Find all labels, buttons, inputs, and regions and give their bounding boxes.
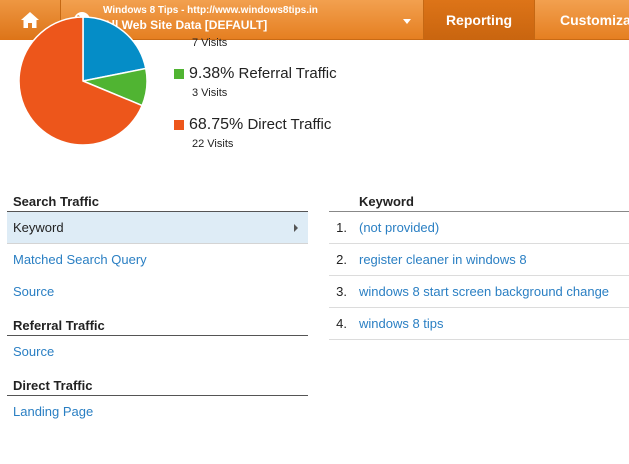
legend-visits-referral: 3 Visits <box>192 87 228 99</box>
chevron-down-icon[interactable] <box>403 19 411 24</box>
section-title-direct-traffic: Direct Traffic <box>7 374 308 396</box>
pie-slice-search-traffic[interactable] <box>82 16 147 82</box>
account-property-name: Windows 8 Tips - http://www.windows8tips… <box>103 5 318 16</box>
top-bar: Windows 8 Tips - http://www.windows8tips… <box>0 0 629 40</box>
legend-label-direct: Direct Traffic <box>247 116 332 133</box>
legend-search-visits: 7 Visits <box>192 37 228 49</box>
keyword-column-header: Keyword <box>329 190 629 212</box>
nav-item-label: Keyword <box>13 220 64 235</box>
pie-slice-direct-traffic[interactable] <box>18 16 144 146</box>
nav-item-referral-source[interactable]: Source <box>13 344 55 359</box>
nav-item-keyword[interactable]: Keyword <box>7 212 308 244</box>
section-title-search-traffic: Search Traffic <box>7 190 308 212</box>
tab-reporting[interactable]: Reporting <box>423 0 535 40</box>
tab-customization[interactable]: Customizat <box>560 12 629 28</box>
legend-percent-referral: 9.38% <box>189 65 235 82</box>
table-row: 1. (not provided) <box>329 212 629 244</box>
table-row: 3. windows 8 start screen background cha… <box>329 276 629 308</box>
keyword-link[interactable]: windows 8 tips <box>359 316 444 331</box>
row-number: 2. <box>336 252 347 267</box>
traffic-pie-chart <box>18 16 148 146</box>
chevron-right-icon <box>294 224 298 232</box>
row-number: 4. <box>336 316 347 331</box>
home-icon <box>21 12 39 28</box>
table-row: 4. windows 8 tips <box>329 308 629 340</box>
row-number: 3. <box>336 284 347 299</box>
nav-item-matched-search-query[interactable]: Matched Search Query <box>13 252 147 267</box>
legend-swatch-referral <box>174 68 184 79</box>
account-profile-name: All Web Site Data [DEFAULT] <box>103 18 268 32</box>
keyword-link[interactable]: register cleaner in windows 8 <box>359 252 527 267</box>
legend-item-referral: 9.38% Referral Traffic 3 Visits <box>174 65 337 99</box>
nav-item-landing-page[interactable]: Landing Page <box>13 404 94 419</box>
legend-label-referral: Referral Traffic <box>238 65 337 82</box>
row-number: 1. <box>336 220 347 235</box>
legend-swatch-direct <box>174 119 184 130</box>
keyword-link[interactable]: (not provided) <box>359 220 440 235</box>
legend-percent-direct: 68.75% <box>189 116 244 133</box>
legend-visits-direct: 22 Visits <box>192 138 234 150</box>
traffic-source-nav: Search Traffic Keyword Matched Search Qu… <box>7 190 308 428</box>
legend-item-direct: 68.75% Direct Traffic 22 Visits <box>174 116 332 150</box>
table-row: 2. register cleaner in windows 8 <box>329 244 629 276</box>
nav-item-search-source[interactable]: Source <box>13 284 55 299</box>
keyword-link[interactable]: windows 8 start screen background change <box>359 284 610 299</box>
section-title-referral-traffic: Referral Traffic <box>7 314 308 336</box>
keyword-table: Keyword 1. (not provided) 2. register cl… <box>329 190 629 340</box>
